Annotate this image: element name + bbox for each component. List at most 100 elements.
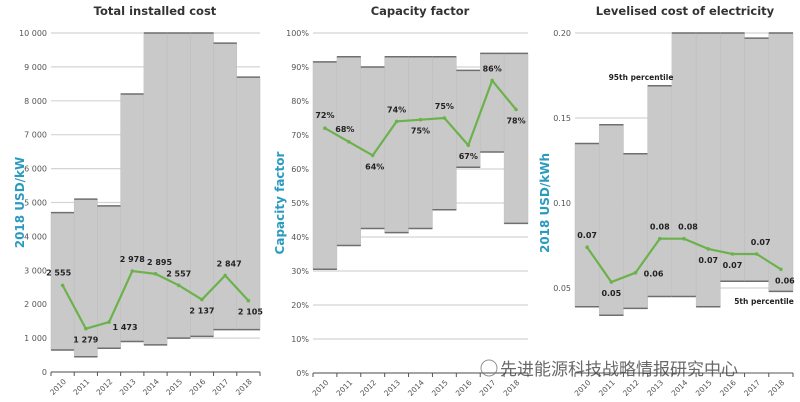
data-label: 0.08 [650,223,670,232]
data-label: 75% [435,102,454,111]
y-tick-label: 20% [291,301,309,310]
data-label: 2 105 [238,308,263,317]
wechat-icon [480,359,498,377]
y-tick-label: 9 000 [24,63,47,72]
x-tick-label: 2011 [597,378,617,398]
y-tick-label: 90% [291,63,309,72]
annotation-5th-percentile: 5th percentile [734,297,794,306]
data-label: 78% [506,117,525,126]
data-point [779,267,783,272]
x-tick-label: 2012 [95,377,115,397]
y-tick-label: 6 000 [24,165,47,174]
y-tick-label: 0.20 [553,29,571,38]
data-label: 2 978 [120,255,145,264]
y-tick-label: 50% [291,199,309,208]
panel-1: Total installed cost 2018 USD/kW 0 1 000 2 0… [13,4,263,397]
x-tick-label: 2018 [766,378,786,398]
data-point [347,140,351,144]
x-tick-label: 2015 [164,377,184,397]
x-tick-label: 2010 [310,378,330,398]
watermark: 先进能源科技战略情报研究中心 [480,359,738,380]
range-bar [695,32,721,307]
chart-title: Capacity factor [371,4,470,18]
data-label: 74% [387,105,406,114]
range-bar [432,56,457,211]
data-label: 0.07 [723,261,743,270]
data-point [246,298,251,303]
data-point [682,236,686,241]
y-tick-label: 10 000 [19,29,47,38]
range-bar [671,32,697,297]
y-tick-label: 80% [291,97,309,106]
range-bar [408,56,433,229]
data-point [490,78,494,83]
panel-2: Capacity factor Capacity factor 0% 10% 20% 30… [273,4,529,398]
watermark-text: 先进能源科技战略情报研究中心 [500,360,738,380]
data-label: 0.07 [577,231,597,240]
x-tick-label: 2013 [118,377,138,397]
data-label: 1 279 [73,336,98,345]
data-label: 0.05 [601,289,621,298]
range-bar [384,56,409,233]
x-tick-label: 2017 [742,378,762,398]
data-point [176,283,181,288]
range-bar [360,66,385,229]
y-tick-label: 2 000 [24,300,47,309]
data-point [706,247,711,251]
data-label: 67% [459,152,478,161]
range-bar [720,32,745,282]
data-point [130,269,135,273]
y-tick-label: 30% [291,267,309,276]
x-tick-label: 2018 [502,378,522,398]
data-label: 68% [335,125,354,134]
data-point [394,119,399,124]
range-bar [574,143,600,307]
x-tick-label: 2012 [621,378,641,398]
x-tick-label: 2014 [670,378,690,398]
data-label: 0.06 [775,276,795,285]
x-tick-label: 2013 [645,378,665,398]
data-point [609,280,614,284]
range-bar [647,85,673,297]
x-tick-label: 2011 [334,378,354,398]
data-point [442,116,447,120]
y-tick-label: 1 000 [24,334,47,343]
chart-title: Levelised cost of electricity [596,4,775,18]
data-point [633,270,638,275]
x-tick-label: 2013 [382,378,402,398]
y-tick-label: 60% [291,165,309,174]
y-tick-label: 0 [42,368,47,377]
range-bar [503,53,529,224]
data-label: 86% [483,65,502,74]
y-tick-label: 0.05 [553,284,571,293]
data-label: 0.08 [678,223,698,232]
y-axis-label: 2018 USD/kWh [538,153,552,253]
y-tick-label: 4 000 [24,232,47,241]
data-point [418,117,423,122]
chart-title: Total installed cost [94,4,217,18]
x-tick-label: 2011 [71,377,91,397]
data-point [514,107,518,112]
x-tick-label: 2014 [141,377,161,397]
data-point [585,245,589,249]
data-point [200,297,204,302]
y-tick-label: 0% [296,369,309,378]
data-point [323,126,327,130]
range-bar [312,61,338,270]
y-axis-label: Capacity factor [273,151,287,254]
data-point [466,143,471,147]
y-axis-label: 2018 USD/kW [13,157,27,249]
x-tick-label: 2016 [187,377,207,397]
data-label: 72% [315,111,334,120]
data-point [223,273,227,278]
data-label: 2 137 [189,307,214,316]
data-label: 2 895 [147,258,172,267]
x-tick-label: 2016 [454,378,474,398]
data-point [754,252,759,256]
x-tick-label: 2017 [211,377,231,397]
range-bar [166,32,191,339]
data-point [84,326,88,331]
y-tick-label: 40% [291,233,309,242]
x-tick-label: 2016 [718,378,738,398]
